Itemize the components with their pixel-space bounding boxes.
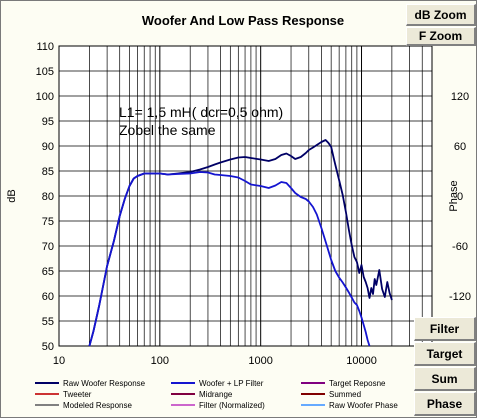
legend: Raw Woofer Response Woofer + LP Filter Tar… [35,379,398,410]
x-tick-label: 10000 [346,355,377,367]
legend-label: Woofer + LP Filter [199,379,264,388]
legend-label: Raw Woofer Response [63,379,146,388]
y-tick-label: 105 [36,66,54,78]
y-tick-label: 60 [42,291,54,303]
grid [58,45,433,347]
y2-tick-label: 60 [454,141,466,153]
sum-button[interactable]: Sum [414,367,476,391]
annotation-inductor: L1= 1,5 mH( dcr=0,5 ohm) [119,104,283,120]
y-tick-label: 80 [42,191,54,203]
x-tick-label: 1000 [248,355,272,367]
y2-tick-label: -120 [449,291,471,303]
filter-button[interactable]: Filter [414,317,476,341]
y-tick-label: 100 [36,91,54,103]
y-tick-label: 75 [42,216,54,228]
y-tick-label: 50 [42,341,54,353]
x-tick-label: 100 [151,355,169,367]
legend-label: Midrange [199,390,233,399]
ticks: 50 55 60 65 70 75 80 85 90 95 100 105 110 10 100 1000 10… [36,41,471,367]
annotation-zobel: Zobel the same [119,122,216,138]
series-line-woofer-lp [88,171,371,347]
f-zoom-button[interactable]: F Zoom [406,27,476,46]
legend-label: Tweeter [63,390,92,399]
x-tick-label: 10 [53,355,65,367]
y2-tick-label: 0 [457,191,463,203]
target-button[interactable]: Target [414,342,476,366]
legend-label: Raw Woofer Phase [329,401,398,410]
y-tick-label: 90 [42,141,54,153]
y-axis-label: dB [6,189,18,202]
legend-label: Target Reposne [329,379,386,388]
series-lines [88,139,393,347]
legend-label: Summed [329,390,361,399]
legend-label: Modeled Response [63,401,132,410]
y-tick-label: 55 [42,316,54,328]
y2-axis-label: Phase [448,180,460,211]
y-tick-label: 70 [42,241,54,253]
chart-title: Woofer And Low Pass Response [142,13,344,28]
legend-label: Filter (Normalized) [199,401,265,410]
y2-tick-label: 120 [451,91,469,103]
y-tick-label: 85 [42,166,54,178]
y2-tick-label: -60 [452,241,468,253]
db-zoom-button[interactable]: dB Zoom [406,4,476,26]
phase-button[interactable]: Phase [414,392,476,416]
y-tick-label: 95 [42,116,54,128]
y-tick-label: 110 [36,41,54,53]
y-tick-label: 65 [42,266,54,278]
